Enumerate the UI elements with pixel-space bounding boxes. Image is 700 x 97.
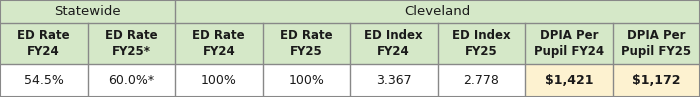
Bar	[88, 64, 175, 97]
Text: ED Rate
FY25*: ED Rate FY25*	[105, 29, 158, 58]
Text: DPIA Per
Pupil FY24: DPIA Per Pupil FY24	[533, 29, 604, 58]
Bar	[612, 64, 700, 97]
Text: Cleveland: Cleveland	[405, 5, 470, 18]
Text: 100%: 100%	[201, 74, 237, 87]
Text: 3.367: 3.367	[376, 74, 412, 87]
Text: 2.778: 2.778	[463, 74, 499, 87]
Bar	[525, 64, 612, 97]
Text: DPIA Per
Pupil FY25: DPIA Per Pupil FY25	[621, 29, 692, 58]
Bar	[175, 64, 262, 97]
Text: ED Rate
FY24: ED Rate FY24	[18, 29, 70, 58]
Text: 54.5%: 54.5%	[24, 74, 64, 87]
Text: 60.0%*: 60.0%*	[108, 74, 154, 87]
Bar	[262, 64, 350, 97]
Text: ED Rate
FY24: ED Rate FY24	[193, 29, 245, 58]
Text: ED Index
FY25: ED Index FY25	[452, 29, 510, 58]
Bar	[350, 64, 438, 97]
Text: 100%: 100%	[288, 74, 324, 87]
Bar	[438, 64, 525, 97]
Text: $1,172: $1,172	[632, 74, 680, 87]
Text: Statewide: Statewide	[54, 5, 121, 18]
Text: $1,421: $1,421	[545, 74, 593, 87]
Bar	[0, 64, 88, 97]
Bar	[0, 0, 700, 23]
Text: ED Index
FY24: ED Index FY24	[365, 29, 423, 58]
Bar	[0, 23, 700, 64]
Text: ED Rate
FY25: ED Rate FY25	[280, 29, 332, 58]
